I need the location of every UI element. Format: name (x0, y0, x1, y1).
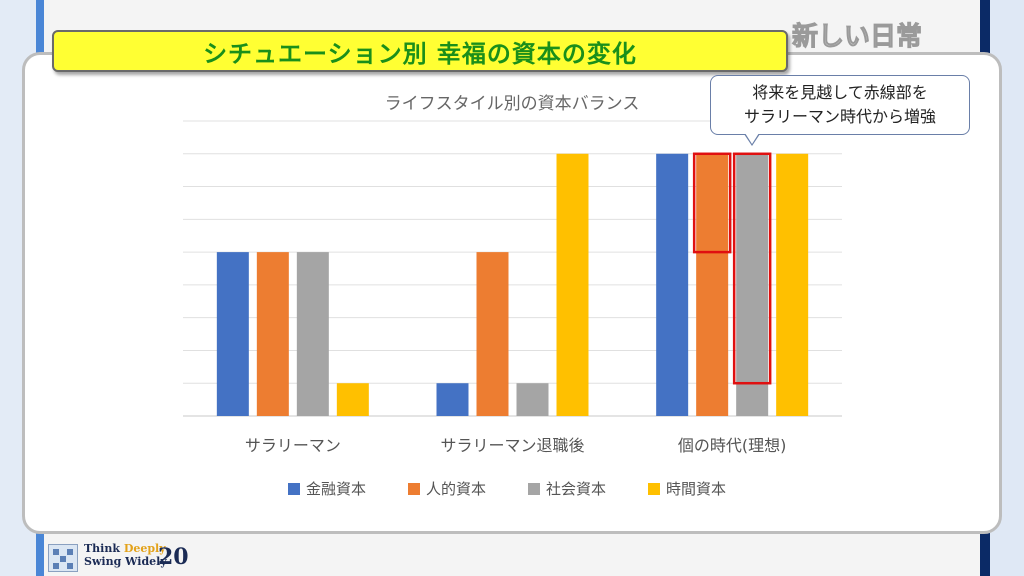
x-tick-label: サラリーマン退職後 (440, 436, 584, 455)
bar (216, 252, 249, 416)
bar (656, 153, 689, 416)
bar (556, 153, 589, 416)
corner-tag: 新しい日常 (791, 22, 923, 53)
callout-line-1: 将来を見越して赤線部を (752, 83, 928, 102)
legend-label: 社会資本 (546, 480, 606, 498)
highlight-outline (692, 152, 732, 254)
brand-think: Think (84, 542, 124, 555)
callout-box: 将来を見越して赤線部を サラリーマン時代から増強 (710, 75, 970, 135)
x-tick-label: 個の時代(理想) (678, 436, 787, 455)
bar (516, 383, 549, 416)
brand-swing: Swing Widely (84, 555, 167, 568)
callout-tail-fill (745, 133, 759, 144)
brand-text: Think Deeply Swing Widely (84, 542, 167, 568)
bar (296, 252, 329, 416)
legend-label: 人的資本 (426, 480, 486, 498)
bar (776, 153, 809, 416)
page-number: 20 (158, 544, 189, 570)
chart-title: ライフスタイル別の資本バランス (385, 94, 640, 114)
bar (436, 383, 469, 416)
callout-line-2: サラリーマン時代から増強 (743, 107, 936, 126)
x-tick-label: サラリーマン (245, 436, 341, 455)
logo-icon (48, 544, 78, 572)
legend-swatch (528, 483, 540, 495)
legend-swatch (408, 483, 420, 495)
bar (696, 153, 729, 416)
legend-label: 時間資本 (666, 480, 726, 498)
bar (736, 153, 769, 416)
bar (256, 252, 289, 416)
bar (476, 252, 509, 416)
highlight-outline (732, 152, 772, 385)
bar (336, 383, 369, 416)
legend-swatch (288, 483, 300, 495)
legend-swatch (648, 483, 660, 495)
brand-deeply: Deeply (123, 542, 166, 555)
slide-title: シチュエーション別 幸福の資本の変化 (52, 30, 788, 72)
legend-label: 金融資本 (306, 480, 366, 498)
